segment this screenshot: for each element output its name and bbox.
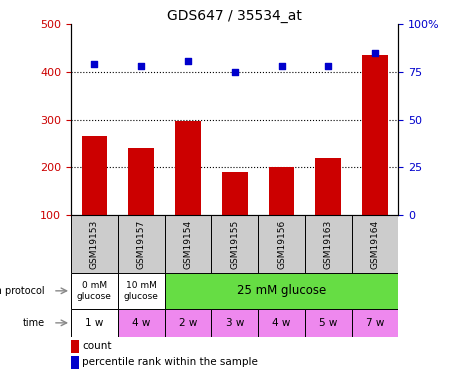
Text: 4 w: 4 w — [273, 318, 291, 328]
Point — [231, 69, 238, 75]
FancyBboxPatch shape — [71, 215, 118, 273]
Bar — [128, 148, 154, 215]
Text: GSM19163: GSM19163 — [324, 219, 333, 269]
Text: 4 w: 4 w — [132, 318, 150, 328]
FancyBboxPatch shape — [118, 309, 164, 337]
Text: GSM19153: GSM19153 — [90, 219, 99, 269]
Bar — [362, 56, 388, 215]
Text: 1 w: 1 w — [85, 318, 104, 328]
Title: GDS647 / 35534_at: GDS647 / 35534_at — [167, 9, 302, 23]
Text: 3 w: 3 w — [225, 318, 244, 328]
Text: count: count — [82, 341, 112, 351]
Point — [325, 63, 332, 69]
Text: percentile rank within the sample: percentile rank within the sample — [82, 357, 258, 367]
Bar — [316, 158, 341, 215]
Text: 5 w: 5 w — [319, 318, 338, 328]
FancyBboxPatch shape — [71, 273, 118, 309]
Text: 25 mM glucose: 25 mM glucose — [237, 284, 326, 297]
FancyBboxPatch shape — [118, 215, 164, 273]
Point — [137, 63, 145, 69]
Bar — [222, 172, 248, 215]
Text: GSM19155: GSM19155 — [230, 219, 239, 269]
Point — [371, 50, 379, 56]
Point — [184, 58, 191, 64]
FancyBboxPatch shape — [211, 215, 258, 273]
FancyBboxPatch shape — [352, 309, 398, 337]
FancyBboxPatch shape — [118, 273, 164, 309]
FancyBboxPatch shape — [305, 309, 352, 337]
FancyBboxPatch shape — [258, 215, 305, 273]
Text: GSM19154: GSM19154 — [184, 220, 192, 269]
FancyBboxPatch shape — [258, 309, 305, 337]
FancyBboxPatch shape — [71, 309, 118, 337]
FancyBboxPatch shape — [352, 215, 398, 273]
Text: GSM19157: GSM19157 — [136, 219, 146, 269]
Text: growth protocol: growth protocol — [0, 286, 45, 296]
Point — [91, 62, 98, 68]
Bar — [175, 121, 201, 215]
Bar — [71, 339, 79, 352]
Text: 2 w: 2 w — [179, 318, 197, 328]
FancyBboxPatch shape — [211, 309, 258, 337]
FancyBboxPatch shape — [164, 215, 211, 273]
Bar — [269, 166, 294, 215]
Text: 7 w: 7 w — [366, 318, 384, 328]
FancyBboxPatch shape — [164, 273, 398, 309]
Bar — [82, 136, 107, 215]
Text: time: time — [22, 318, 45, 328]
Text: GSM19164: GSM19164 — [371, 220, 380, 269]
Text: 0 mM
glucose: 0 mM glucose — [77, 281, 112, 300]
FancyBboxPatch shape — [164, 309, 211, 337]
Text: GSM19156: GSM19156 — [277, 219, 286, 269]
FancyBboxPatch shape — [305, 215, 352, 273]
Bar — [71, 356, 79, 369]
Text: 10 mM
glucose: 10 mM glucose — [124, 281, 158, 300]
Point — [278, 63, 285, 69]
